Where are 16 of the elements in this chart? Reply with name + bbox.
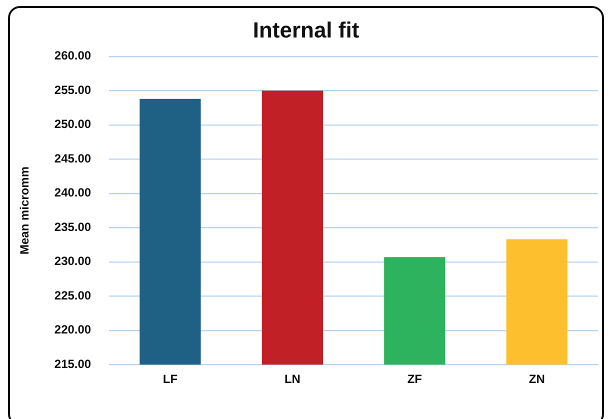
y-tick-label: 235.00 (54, 220, 92, 234)
x-tick-label: LF (162, 372, 178, 386)
y-tick-label: 250.00 (54, 117, 92, 132)
y-tick-label: 230.00 (54, 254, 92, 268)
x-tick-label: LN (284, 372, 300, 386)
y-tick-label: 260.00 (54, 48, 92, 63)
y-tick-label: 220.00 (54, 322, 92, 337)
y-axis-title: Mean micromm (18, 166, 32, 255)
chart-title: Internal fit (252, 17, 360, 42)
x-tick-label: ZN (528, 372, 545, 386)
y-tick-label: 255.00 (54, 82, 92, 97)
y-tick-label: 245.00 (54, 151, 92, 166)
y-tick-label: 240.00 (54, 186, 92, 200)
x-tick-label: ZF (407, 372, 422, 386)
y-tick-label: 215.00 (54, 356, 92, 371)
y-tick-label: 225.00 (54, 288, 92, 302)
